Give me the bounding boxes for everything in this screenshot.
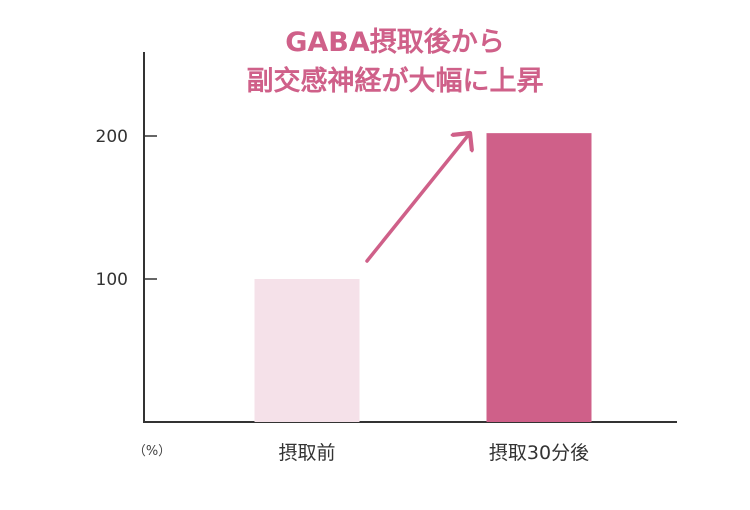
y-tick-label: 100	[96, 270, 128, 290]
bar-before	[254, 279, 360, 422]
x-category-label: 摂取前	[278, 442, 335, 464]
bar-after	[486, 133, 592, 422]
category-labels: 摂取前 摂取30分後	[278, 442, 589, 464]
chart-title-line-1: GABA摂取後から	[285, 27, 505, 58]
bars	[254, 133, 592, 422]
y-tick-label: 200	[96, 127, 128, 147]
increase-arrow	[365, 133, 470, 263]
y-ticks: 100 200	[96, 127, 157, 290]
x-category-label: 摂取30分後	[489, 442, 589, 464]
chart-title-line-2: 副交感神経が大幅に上昇	[247, 65, 544, 97]
y-unit-label: （%）	[133, 444, 171, 459]
